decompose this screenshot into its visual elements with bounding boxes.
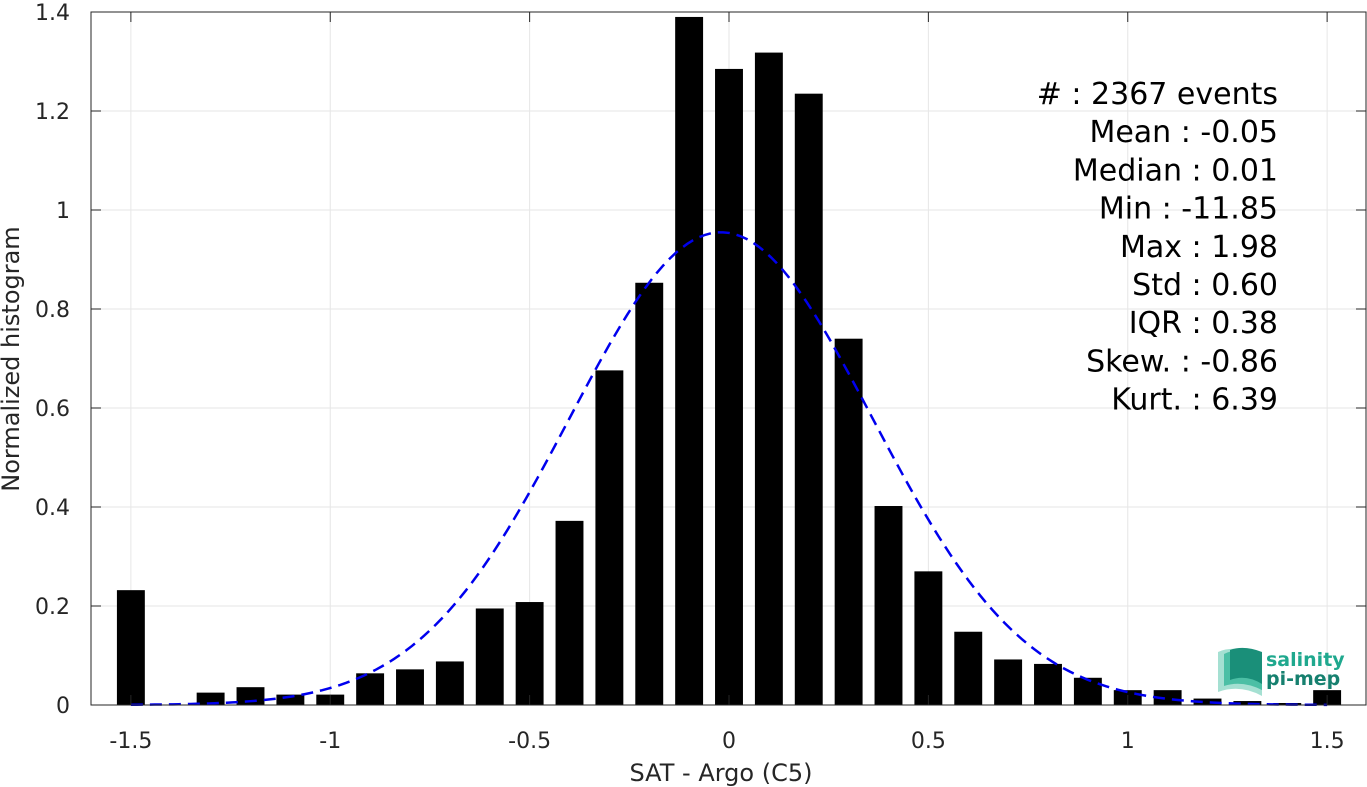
histogram-bar bbox=[1073, 677, 1102, 705]
histogram-bar bbox=[555, 520, 584, 705]
y-tick-label: 1.4 bbox=[35, 1, 70, 26]
salinity-pi-mep-logo: salinity pi-mep bbox=[1218, 647, 1345, 696]
gaussian-fit-curve bbox=[130, 231, 1328, 707]
histogram-bar bbox=[675, 16, 704, 705]
histogram-bar bbox=[834, 338, 863, 705]
stat-line: IQR : 0.38 bbox=[1129, 306, 1278, 341]
wave-logo-icon bbox=[1218, 647, 1262, 696]
x-tick-label: 0.5 bbox=[911, 729, 946, 754]
y-tick-labels: 0 0.2 0.4 0.6 0.8 1 1.2 1.4 bbox=[35, 1, 70, 719]
y-tick-label: 0.6 bbox=[35, 397, 70, 422]
stat-line: Min : -11.85 bbox=[1099, 192, 1278, 227]
x-axis-label: SAT - Argo (C5) bbox=[630, 759, 813, 787]
histogram-bar bbox=[1193, 698, 1222, 705]
stat-line: Kurt. : 6.39 bbox=[1111, 383, 1278, 418]
histogram-bar bbox=[1034, 663, 1062, 705]
histogram-bar bbox=[1153, 690, 1182, 705]
histogram-bar bbox=[754, 52, 783, 705]
stat-line: Median : 0.01 bbox=[1073, 153, 1278, 188]
histogram-bar bbox=[475, 608, 504, 705]
histogram-bar bbox=[515, 602, 544, 705]
histogram-bar bbox=[1233, 701, 1262, 705]
y-tick-label: 0.4 bbox=[35, 496, 70, 521]
histogram-bar bbox=[994, 659, 1023, 705]
stat-line: Skew. : -0.86 bbox=[1086, 344, 1278, 379]
x-tick-labels: -1.5 -1 -0.5 0 0.5 1 1.5 bbox=[109, 729, 1344, 754]
x-tick-label: 0 bbox=[722, 729, 736, 754]
x-tick-label: -1 bbox=[319, 729, 341, 754]
x-tick-label: -1.5 bbox=[109, 729, 152, 754]
y-axis-label: Normalized histogram bbox=[0, 226, 25, 491]
x-tick-label: -0.5 bbox=[508, 729, 551, 754]
histogram-bar bbox=[635, 282, 664, 705]
histogram-bar bbox=[874, 506, 903, 705]
stat-line: # : 2367 events bbox=[1037, 77, 1278, 112]
x-tick-label: 1 bbox=[1121, 729, 1135, 754]
histogram-bar bbox=[236, 687, 265, 705]
y-tick-label: 0.2 bbox=[35, 595, 70, 620]
axis-ticks bbox=[91, 11, 1366, 706]
histogram-bar bbox=[715, 68, 743, 706]
logo-line-1: salinity bbox=[1266, 649, 1345, 671]
y-tick-label: 0.8 bbox=[35, 298, 70, 323]
histogram-bar bbox=[794, 93, 823, 706]
stat-line: Max : 1.98 bbox=[1120, 230, 1278, 265]
histogram-bar bbox=[914, 571, 943, 705]
histogram-bar bbox=[396, 669, 424, 705]
stat-line: Mean : -0.05 bbox=[1089, 115, 1278, 150]
histogram-bars bbox=[116, 16, 1342, 706]
histogram-bar bbox=[954, 631, 983, 705]
y-tick-label: 1.2 bbox=[35, 100, 70, 125]
y-tick-label: 0 bbox=[56, 694, 70, 719]
histogram-bar bbox=[595, 370, 624, 705]
y-tick-label: 1 bbox=[56, 199, 70, 224]
stat-line: Std : 0.60 bbox=[1132, 268, 1278, 303]
histogram-bar bbox=[435, 661, 464, 705]
histogram-bar bbox=[276, 694, 305, 705]
histogram-bar bbox=[116, 590, 145, 705]
histogram-bar bbox=[356, 673, 385, 705]
logo-line-2: pi-mep bbox=[1266, 668, 1340, 690]
x-tick-label: 1.5 bbox=[1310, 729, 1345, 754]
